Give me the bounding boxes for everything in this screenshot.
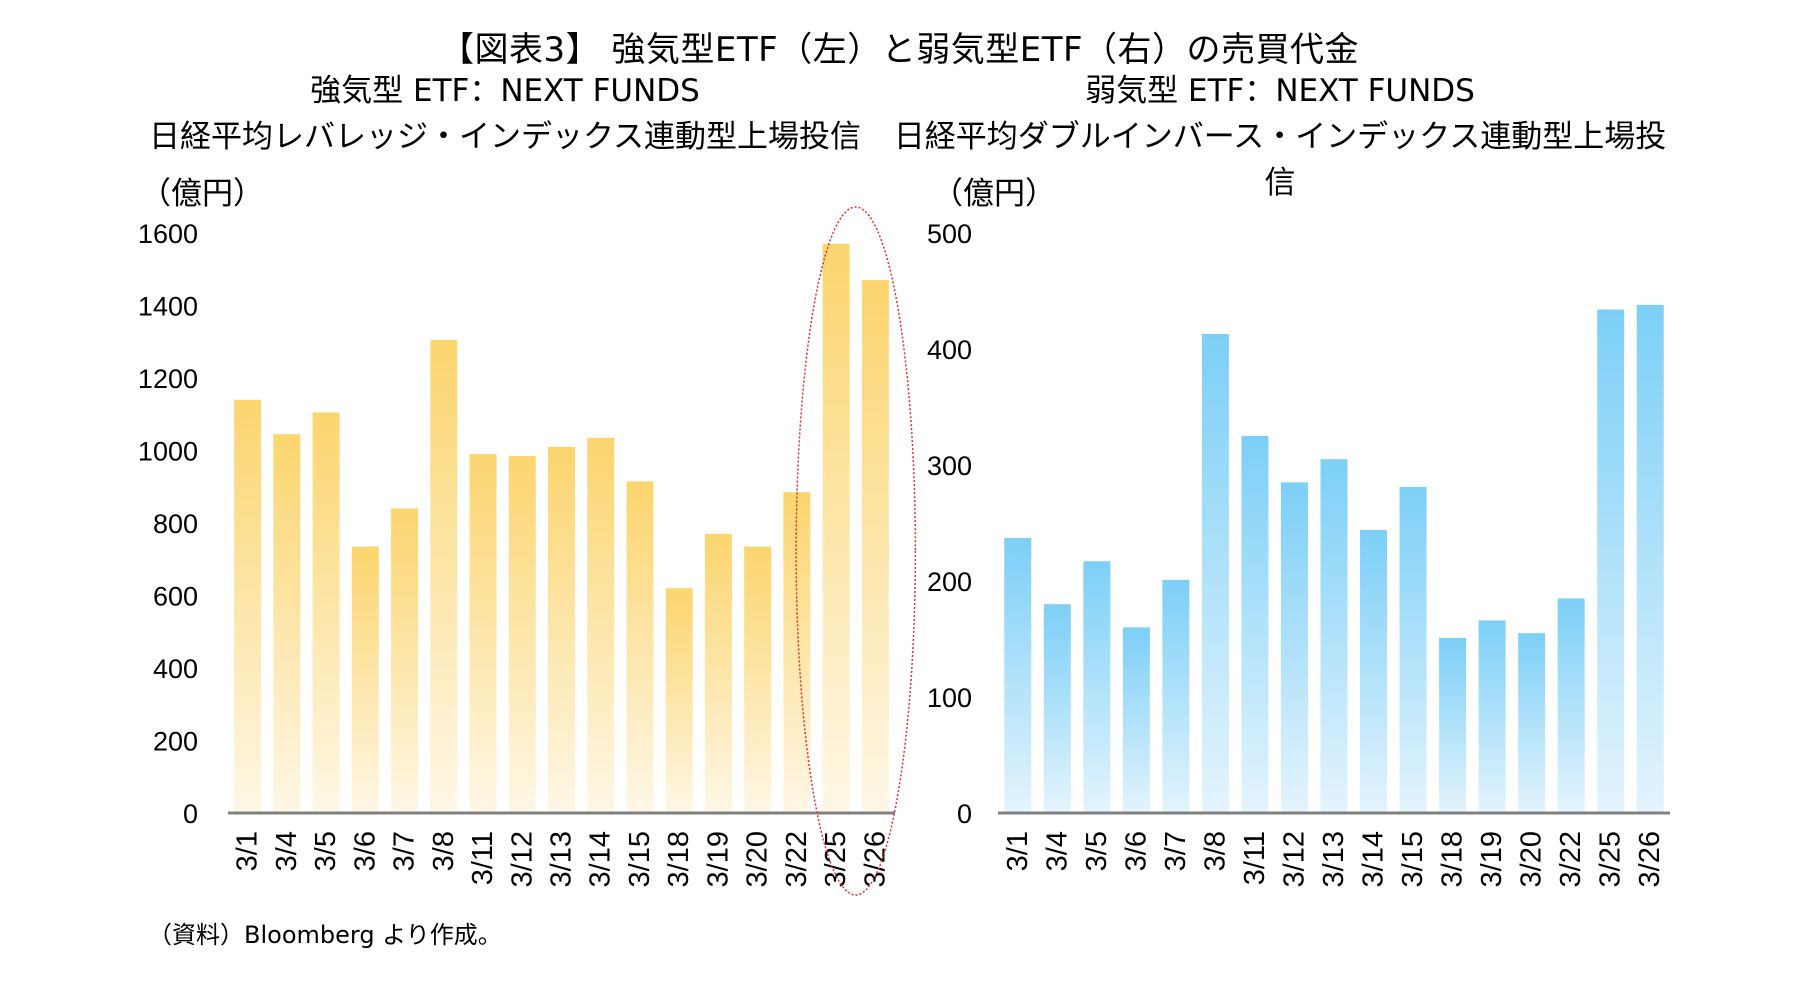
bull-category-label: 3/26 — [859, 831, 891, 887]
bull-category-label: 3/22 — [781, 831, 813, 887]
highlight-ellipse — [795, 206, 917, 896]
bear-category-label: 3/25 — [1595, 831, 1627, 887]
left-subtitle-line1: 強気型 ETF：NEXT FUNDS — [310, 73, 700, 109]
bear-category-label: 3/20 — [1516, 831, 1548, 887]
bull-bar-3/15 — [626, 481, 654, 813]
bear-bar-3/4 — [1043, 604, 1071, 813]
bear-bar-3/1 — [1004, 538, 1032, 813]
bull-bar-3/18 — [665, 588, 693, 813]
left-y-unit: （億円） — [140, 176, 264, 212]
bear-category-label: 3/4 — [1041, 831, 1073, 871]
bear-category-label: 3/8 — [1199, 831, 1231, 871]
bear-category-label: 3/14 — [1358, 831, 1390, 887]
bear-category-label: 3/13 — [1318, 831, 1350, 887]
bear-category-label: 3/1 — [1002, 831, 1034, 871]
bear-ytick-label: 300 — [927, 451, 972, 481]
bull-bar-3/5 — [312, 412, 340, 813]
bear-bar-3/12 — [1280, 482, 1308, 813]
bear-category-label: 3/19 — [1476, 831, 1508, 887]
bull-category-label: 3/13 — [546, 831, 578, 887]
bear-category-label: 3/6 — [1120, 831, 1152, 871]
bear-bar-3/8 — [1201, 333, 1229, 813]
bear-bar-3/25 — [1597, 309, 1625, 813]
bull-bar-3/26 — [861, 280, 889, 813]
bear-bar-3/20 — [1518, 633, 1546, 813]
bull-bar-3/11 — [469, 454, 497, 813]
bear-category-label: 3/22 — [1555, 831, 1587, 887]
bull-category-label: 3/19 — [702, 831, 734, 887]
bear-bar-3/18 — [1439, 637, 1467, 813]
bull-bar-3/8 — [430, 339, 458, 813]
bear-ytick-label: 100 — [927, 683, 972, 713]
bull-category-label: 3/15 — [624, 831, 656, 887]
bear-category-label: 3/12 — [1278, 831, 1310, 887]
bull-category-label: 3/6 — [349, 831, 381, 871]
bear-ytick-label: 0 — [957, 799, 972, 829]
source-note: （資料）Bloomberg より作成。 — [148, 921, 502, 949]
bull-ytick-label: 1400 — [138, 292, 198, 322]
bull-category-label: 3/4 — [271, 831, 303, 871]
bear-bar-3/19 — [1478, 620, 1506, 813]
bear-bar-3/26 — [1636, 304, 1664, 813]
left-subtitle-line2: 日経平均レバレッジ・インデックス連動型上場投信 — [148, 119, 862, 155]
bull-category-label: 3/8 — [428, 831, 460, 871]
right-y-unit: （億円） — [932, 176, 1056, 212]
bull-category-label: 3/1 — [232, 831, 264, 871]
bull-category-label: 3/5 — [310, 831, 342, 871]
bear-bar-3/15 — [1399, 487, 1427, 813]
bull-bar-3/20 — [744, 546, 772, 813]
bull-category-label: 3/20 — [742, 831, 774, 887]
bear-category-label: 3/5 — [1081, 831, 1113, 871]
bull-ytick-label: 0 — [183, 799, 198, 829]
bull-bar-3/12 — [508, 455, 536, 813]
bull-ytick-label: 1000 — [138, 437, 198, 467]
bear-category-label: 3/15 — [1397, 831, 1429, 887]
bull-bar-3/6 — [351, 546, 379, 813]
bull-bar-3/13 — [548, 446, 575, 813]
bull-ytick-label: 800 — [153, 509, 198, 539]
bull-ytick-label: 1600 — [138, 219, 198, 249]
bull-bar-3/14 — [587, 437, 615, 813]
bull-bar-3/25 — [822, 243, 850, 813]
right-subtitle-line2: 日経平均ダブルインバース・インデックス連動型上場投信 — [893, 119, 1667, 201]
bull-ytick-label: 200 — [153, 727, 198, 757]
bull-bar-3/22 — [783, 492, 811, 813]
bull-category-label: 3/11 — [467, 831, 499, 885]
bear-bar-3/13 — [1320, 459, 1348, 813]
bear-category-label: 3/18 — [1437, 831, 1469, 887]
bear-category-label: 3/7 — [1160, 831, 1192, 871]
bull-bar-3/4 — [273, 434, 301, 813]
bear-category-label: 3/26 — [1634, 831, 1666, 887]
left-chart-subtitle: 強気型 ETF：NEXT FUNDS 日経平均レバレッジ・インデックス連動型上場… — [120, 68, 890, 160]
bear-bar-3/11 — [1241, 436, 1269, 813]
bull-ytick-label: 400 — [153, 654, 198, 684]
bull-bar-3/1 — [234, 399, 262, 813]
bear-bar-3/5 — [1083, 561, 1111, 813]
bull-ytick-label: 1200 — [138, 364, 198, 394]
bear-ytick-label: 200 — [927, 567, 972, 597]
figure-title: 【図表3】 強気型ETF（左）と弱気型ETF（右）の売買代金 — [439, 30, 1360, 70]
bull-category-label: 3/12 — [506, 831, 538, 887]
bear-bar-3/14 — [1360, 529, 1388, 813]
bear-bar-3/7 — [1162, 579, 1190, 813]
bear-bar-3/22 — [1557, 598, 1585, 813]
bull-category-label: 3/14 — [585, 831, 617, 887]
bull-bar-3/19 — [704, 533, 732, 813]
bull-ytick-label: 600 — [153, 582, 198, 612]
bull-category-label: 3/7 — [389, 831, 421, 871]
bull-bar-3/7 — [391, 508, 419, 813]
bear-ytick-label: 400 — [927, 335, 972, 365]
bear-bar-3/6 — [1122, 627, 1150, 813]
bull-category-label: 3/18 — [663, 831, 695, 887]
bull-category-label: 3/25 — [820, 831, 852, 887]
bear-ytick-label: 500 — [927, 219, 972, 249]
right-subtitle-line1: 弱気型 ETF：NEXT FUNDS — [1085, 73, 1475, 109]
right-chart-subtitle: 弱気型 ETF：NEXT FUNDS 日経平均ダブルインバース・インデックス連動… — [890, 68, 1670, 206]
bear-category-label: 3/11 — [1239, 831, 1271, 885]
